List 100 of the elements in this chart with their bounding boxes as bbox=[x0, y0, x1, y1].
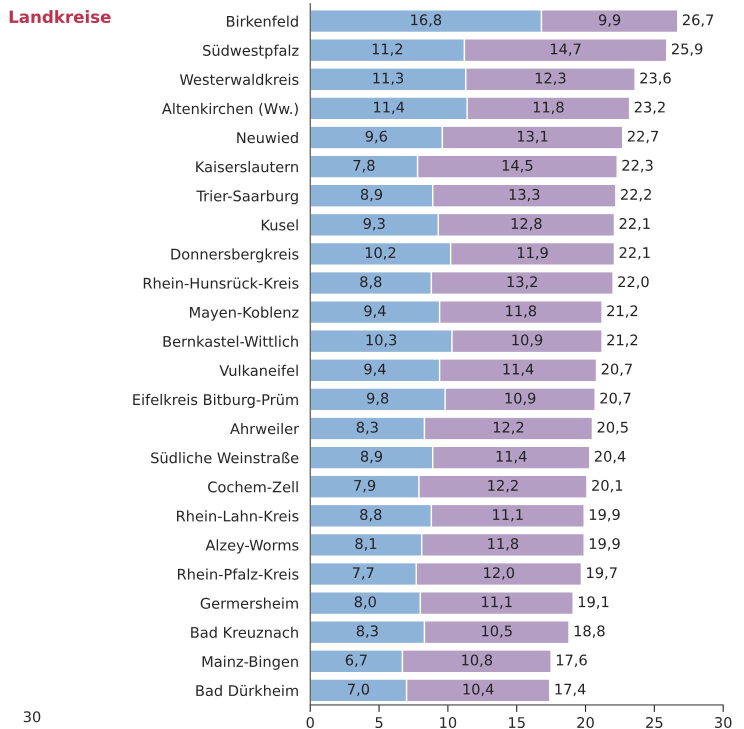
x-tick-label: 5 bbox=[376, 717, 382, 728]
data-label: 7,0 bbox=[348, 684, 370, 696]
total-label: 22,1 bbox=[620, 247, 650, 260]
y-tick-label: Südliche Weinstraße bbox=[151, 452, 298, 464]
x-tick-label: 15 bbox=[509, 717, 525, 728]
data-label: 9,9 bbox=[598, 14, 620, 27]
data-label: 12,8 bbox=[512, 218, 542, 231]
y-tick-label: Westerwaldkreis bbox=[180, 74, 298, 86]
data-label: 10,9 bbox=[506, 392, 536, 406]
y-tick-label: Cochem-Zell bbox=[208, 481, 298, 492]
y-tick-label: Alzey-Worms bbox=[206, 539, 298, 554]
data-label: 14,5 bbox=[502, 160, 532, 172]
data-label: 11,1 bbox=[493, 509, 523, 522]
data-label: 11,4 bbox=[503, 364, 534, 376]
total-label: 23,6 bbox=[640, 72, 671, 86]
y-tick-label: Eifelkreis Bitburg-Prüm bbox=[133, 394, 298, 408]
data-label: 12,2 bbox=[488, 480, 518, 492]
total-label: 19,9 bbox=[590, 508, 620, 522]
data-label: 11,4 bbox=[374, 102, 404, 114]
y-tick-label: Birkenfeld bbox=[226, 16, 298, 27]
y-tick-label: Mainz-Bingen bbox=[202, 656, 298, 670]
y-tick-label: Mayen-Koblenz bbox=[190, 306, 299, 321]
total-label: 17,4 bbox=[555, 684, 586, 696]
data-label: 9,3 bbox=[364, 218, 385, 231]
x-tick-label: 25 bbox=[646, 717, 662, 728]
total-label: 20,7 bbox=[602, 364, 632, 376]
y-tick-label: Altenkirchen (Ww.) bbox=[162, 102, 298, 116]
total-label: 21,2 bbox=[607, 305, 638, 318]
data-label: 11,8 bbox=[488, 538, 518, 551]
data-label: 11,1 bbox=[482, 596, 512, 609]
data-label: 11,4 bbox=[496, 450, 527, 464]
data-label: 11,3 bbox=[373, 72, 404, 86]
total-label: 20,7 bbox=[600, 392, 631, 406]
data-label: 12,2 bbox=[494, 422, 524, 434]
data-label: 8,8 bbox=[360, 508, 382, 522]
total-label: 20,4 bbox=[594, 450, 626, 464]
total-label: 19,7 bbox=[587, 567, 617, 580]
y-tick-label: Bad Dürkheim bbox=[196, 684, 298, 696]
data-label: 11,2 bbox=[372, 43, 402, 56]
total-label: 20,1 bbox=[592, 480, 622, 492]
data-label: 13,2 bbox=[508, 276, 537, 289]
data-label: 10,2 bbox=[366, 247, 396, 260]
data-label: 9,8 bbox=[367, 392, 388, 406]
data-label: 11,8 bbox=[534, 102, 564, 114]
y-tick-label: Ahrweiler bbox=[230, 422, 300, 434]
data-label: 7,7 bbox=[352, 567, 374, 580]
x-tick-label: 10 bbox=[440, 717, 456, 728]
data-label: 13,3 bbox=[510, 188, 540, 202]
y-tick-label: Rhein-Lahn-Kreis bbox=[177, 510, 298, 522]
y-tick-label: Kusel bbox=[262, 219, 298, 231]
data-label: 7,9 bbox=[354, 480, 376, 492]
x-tick-label: 20 bbox=[577, 717, 594, 728]
data-label: 10,9 bbox=[512, 334, 542, 347]
data-label: 8,9 bbox=[360, 450, 382, 464]
y-tick-label: Neuwied bbox=[237, 132, 298, 144]
data-label: 10,3 bbox=[366, 334, 396, 347]
y-tick-label: Germersheim bbox=[200, 598, 298, 609]
data-label: 8,1 bbox=[355, 538, 376, 551]
data-label: 13,1 bbox=[518, 130, 548, 144]
total-label: 25,9 bbox=[672, 43, 702, 56]
y-tick-label: Vulkaneifel bbox=[219, 364, 298, 376]
data-label: 8,0 bbox=[354, 596, 376, 609]
data-label: 12,0 bbox=[484, 567, 514, 580]
data-label: 8,3 bbox=[356, 422, 378, 434]
total-label: 17,6 bbox=[556, 654, 587, 668]
data-label: 16,8 bbox=[411, 14, 442, 27]
total-label: 19,9 bbox=[590, 538, 620, 551]
data-label: 11,8 bbox=[506, 305, 536, 318]
total-label: 22,2 bbox=[621, 188, 651, 202]
y-tick-label: Bernkastel-Wittlich bbox=[164, 336, 298, 347]
y-tick-label: Donnersbergkreis bbox=[171, 248, 298, 262]
total-label: 19,1 bbox=[578, 596, 608, 609]
data-label: 10,8 bbox=[462, 654, 492, 668]
data-label: 9,4 bbox=[364, 364, 386, 376]
data-label: 11,9 bbox=[518, 247, 548, 260]
total-label: 23,2 bbox=[634, 102, 665, 114]
total-label: 22,1 bbox=[620, 218, 650, 231]
data-label: 14,7 bbox=[550, 44, 581, 56]
data-label: 9,4 bbox=[364, 305, 386, 318]
x-tick-label: 30 bbox=[715, 717, 732, 728]
data-label: 6,7 bbox=[346, 654, 367, 668]
y-tick-label: Kaiserslautern bbox=[196, 161, 298, 172]
y-tick-label: Südwestpfalz bbox=[203, 44, 299, 59]
total-label: 21,2 bbox=[607, 334, 638, 347]
y-tick-label: Trier-Saarburg bbox=[196, 190, 298, 204]
x-tick-label: 0 bbox=[306, 717, 314, 728]
y-tick-label: Bad Kreuznach bbox=[191, 626, 298, 638]
data-label: 8,3 bbox=[356, 625, 378, 638]
text: Landkreise bbox=[10, 10, 111, 24]
total-label: 18,8 bbox=[574, 625, 605, 638]
data-label: 12,3 bbox=[536, 72, 566, 86]
data-label: 10,5 bbox=[482, 625, 512, 638]
data-label: 10,4 bbox=[464, 684, 494, 696]
data-label: 9,6 bbox=[366, 130, 387, 144]
y-tick-label: Rhein-Pfalz-Kreis bbox=[178, 568, 298, 580]
total-label: 26,7 bbox=[682, 14, 714, 27]
data-label: 8,8 bbox=[360, 276, 382, 289]
total-label: 22,7 bbox=[628, 130, 658, 144]
data-label: 7,8 bbox=[354, 160, 375, 172]
data-label: 8,9 bbox=[360, 188, 382, 202]
